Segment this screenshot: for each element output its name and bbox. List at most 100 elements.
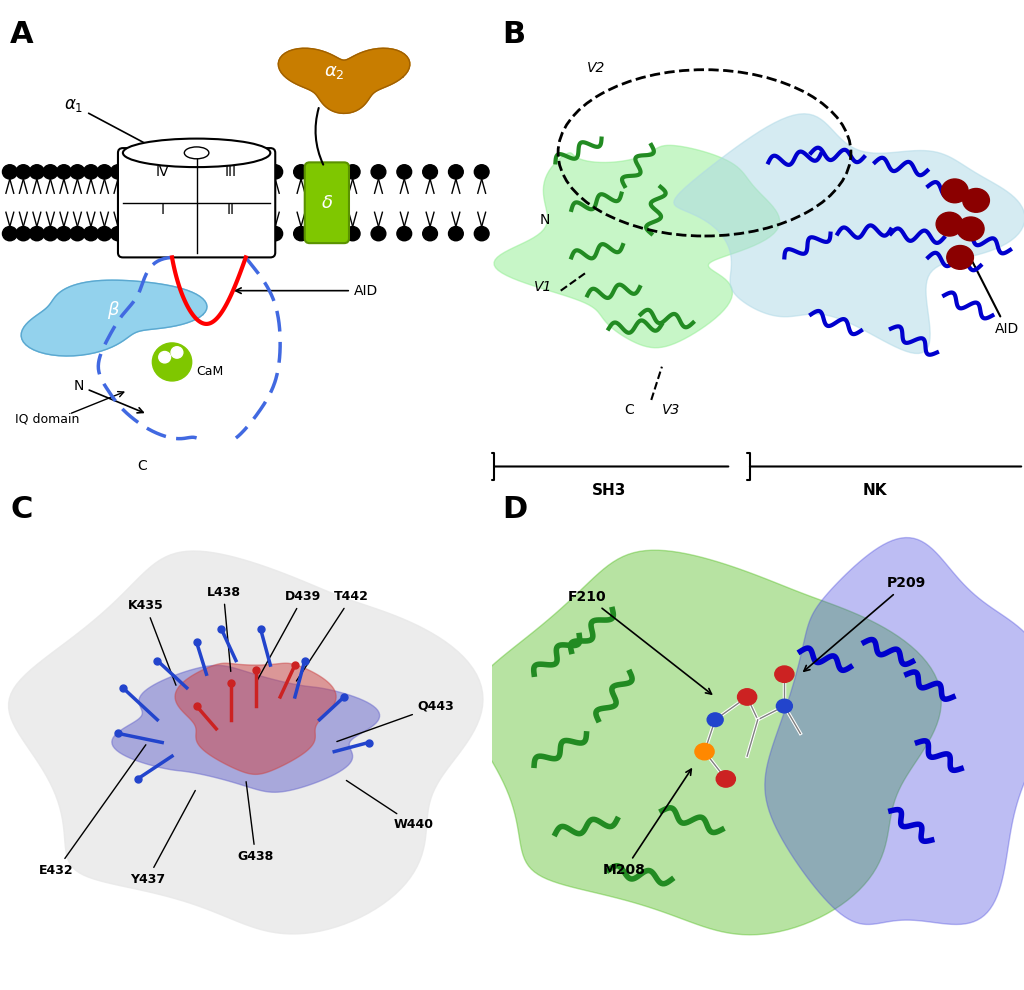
Ellipse shape [123,139,270,167]
Text: G438: G438 [238,782,273,863]
Circle shape [111,227,125,241]
Text: I: I [160,203,164,217]
Text: E432: E432 [39,744,145,876]
Text: Y437: Y437 [130,790,196,886]
Polygon shape [22,280,207,356]
Text: V1: V1 [535,279,553,294]
Text: Q443: Q443 [337,700,455,742]
Text: C: C [10,495,33,524]
Text: AID: AID [968,252,1019,336]
Circle shape [30,164,44,179]
Circle shape [775,666,794,682]
Circle shape [708,713,723,727]
Circle shape [56,227,72,241]
Circle shape [345,164,360,179]
Text: L438: L438 [207,586,241,671]
Circle shape [695,743,714,759]
Point [188,698,205,714]
Text: NK: NK [862,483,887,498]
Circle shape [294,227,308,241]
Circle shape [159,351,171,363]
Circle shape [319,164,334,179]
Text: SH3: SH3 [592,483,626,498]
Point [223,675,240,691]
Circle shape [449,227,463,241]
Circle shape [84,164,98,179]
Circle shape [16,164,31,179]
Circle shape [30,227,44,241]
Circle shape [716,771,735,787]
Point [129,771,145,787]
Point [213,621,229,637]
Text: III: III [225,165,237,179]
Circle shape [70,227,85,241]
Circle shape [397,227,412,241]
Circle shape [963,188,989,212]
Point [360,735,377,750]
Point [115,680,131,696]
Circle shape [474,164,489,179]
Circle shape [56,164,72,179]
Circle shape [84,227,98,241]
Text: IV: IV [156,165,169,179]
Circle shape [97,164,112,179]
FancyBboxPatch shape [118,148,275,257]
Circle shape [371,164,386,179]
Circle shape [268,227,283,241]
Circle shape [294,164,308,179]
Text: M208: M208 [603,769,691,877]
Circle shape [397,164,412,179]
Circle shape [171,346,183,358]
Text: $\beta$: $\beta$ [106,299,120,321]
Circle shape [345,227,360,241]
Circle shape [319,227,334,241]
Circle shape [43,164,57,179]
Point [110,726,126,742]
Text: II: II [227,203,236,217]
Text: $\alpha_2$: $\alpha_2$ [324,63,344,81]
Circle shape [449,164,463,179]
Point [287,657,303,673]
Text: D439: D439 [257,590,322,681]
Text: IQ domain: IQ domain [14,413,79,426]
Text: V2: V2 [588,61,606,75]
Text: C: C [625,403,635,417]
Circle shape [423,164,437,179]
Text: A: A [10,20,34,49]
Text: P209: P209 [804,576,927,671]
Point [188,635,205,650]
Circle shape [16,227,31,241]
Polygon shape [279,49,410,114]
Text: V3: V3 [662,403,680,417]
Point [248,661,264,677]
Polygon shape [112,665,380,792]
Circle shape [474,227,489,241]
Text: F210: F210 [568,590,712,694]
Text: B: B [502,20,525,49]
Text: T442: T442 [296,590,369,681]
Polygon shape [175,663,336,774]
Circle shape [957,217,984,241]
Point [336,689,352,705]
Circle shape [268,164,283,179]
Text: W440: W440 [346,780,433,831]
Circle shape [941,179,968,203]
Circle shape [371,227,386,241]
Polygon shape [468,550,941,935]
Text: D: D [502,495,527,524]
FancyBboxPatch shape [305,162,349,244]
Circle shape [111,164,125,179]
Text: AID: AID [236,284,378,298]
Polygon shape [8,551,483,934]
Text: CaM: CaM [197,365,224,378]
Circle shape [776,699,793,713]
Circle shape [153,343,191,381]
Point [150,652,166,668]
Text: N: N [74,379,143,413]
Point [252,621,268,637]
Polygon shape [674,114,1024,353]
Polygon shape [494,146,779,347]
Ellipse shape [184,147,209,158]
Circle shape [737,689,757,705]
Text: $\alpha_1$: $\alpha_1$ [65,96,168,155]
